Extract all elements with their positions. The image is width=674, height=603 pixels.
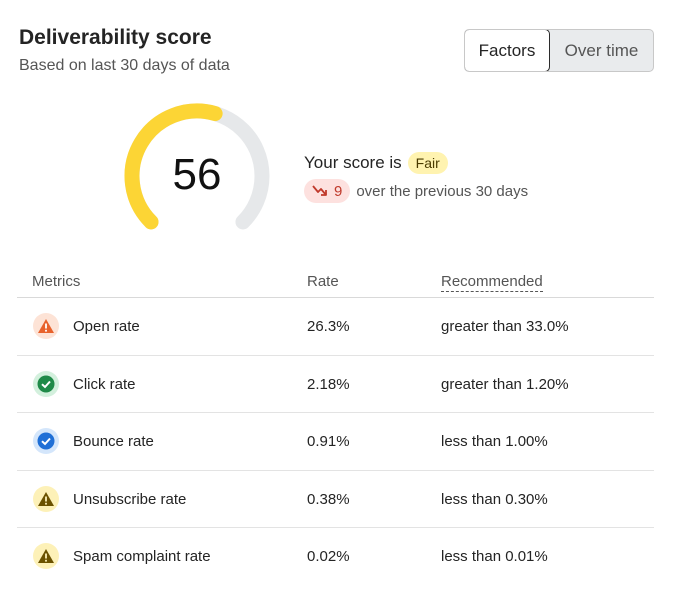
rating-badge: Fair xyxy=(407,152,448,174)
table-row: Open rate 26.3% greater than 33.0% xyxy=(17,298,654,356)
metric-rate: 26.3% xyxy=(307,318,350,335)
column-header-metrics: Metrics xyxy=(32,273,81,290)
page-title: Deliverability score xyxy=(19,26,212,49)
metric-rate: 0.38% xyxy=(307,490,350,508)
metric-recommended: greater than 1.20% xyxy=(441,375,569,393)
change-suffix: over the previous 30 days xyxy=(356,182,529,200)
check-blue-icon xyxy=(33,428,59,454)
column-header-recommended[interactable]: Recommended xyxy=(441,273,543,292)
score-change: 9 over the previous 30 days xyxy=(304,179,528,203)
score-value: 56 xyxy=(172,150,222,199)
score-summary: Your score is Fair xyxy=(304,152,448,174)
metric-recommended: less than 0.30% xyxy=(441,490,548,508)
metric-rate: 2.18% xyxy=(307,375,350,393)
metric-name: Spam complaint rate xyxy=(73,548,211,565)
score-gauge: 56 xyxy=(117,98,277,238)
page-subtitle: Based on last 30 days of data xyxy=(19,57,230,74)
trend-down-icon xyxy=(312,185,327,196)
over-time-toggle-button[interactable]: Over time xyxy=(564,40,639,60)
check-green-icon xyxy=(33,370,59,397)
table-row: Unsubscribe rate 0.38% less than 0.30% xyxy=(17,471,654,528)
warning-yellow-icon xyxy=(33,485,59,512)
column-header-rate: Rate xyxy=(307,273,339,290)
table-row: Spam complaint rate 0.02% less than 0.01% xyxy=(17,528,654,586)
table-row: Bounce rate 0.91% less than 1.00% xyxy=(17,413,654,471)
metric-recommended: greater than 33.0% xyxy=(441,318,569,335)
warning-orange-icon xyxy=(33,313,59,339)
metric-name: Click rate xyxy=(73,375,136,393)
metric-recommended: less than 1.00% xyxy=(441,433,548,450)
change-badge: 9 xyxy=(304,179,351,203)
metric-name: Unsubscribe rate xyxy=(73,490,187,508)
score-prefix: Your score is xyxy=(304,153,402,172)
metric-name: Bounce rate xyxy=(73,433,154,450)
metrics-table: Metrics Rate Recommended Open rate 26.3% g… xyxy=(17,266,654,586)
metric-name: Open rate xyxy=(73,318,140,335)
table-header: Metrics Rate Recommended xyxy=(17,266,654,298)
change-value: 9 xyxy=(334,182,343,200)
table-row: Click rate 2.18% greater than 1.20% xyxy=(17,356,654,413)
metric-rate: 0.91% xyxy=(307,433,350,450)
warning-yellow-icon xyxy=(33,543,59,569)
view-toggle: Factors Over time xyxy=(464,29,654,72)
metric-rate: 0.02% xyxy=(307,548,350,565)
factors-toggle-button[interactable]: Factors xyxy=(465,30,550,71)
metric-recommended: less than 0.01% xyxy=(441,548,548,565)
gauge-arc xyxy=(124,103,270,230)
